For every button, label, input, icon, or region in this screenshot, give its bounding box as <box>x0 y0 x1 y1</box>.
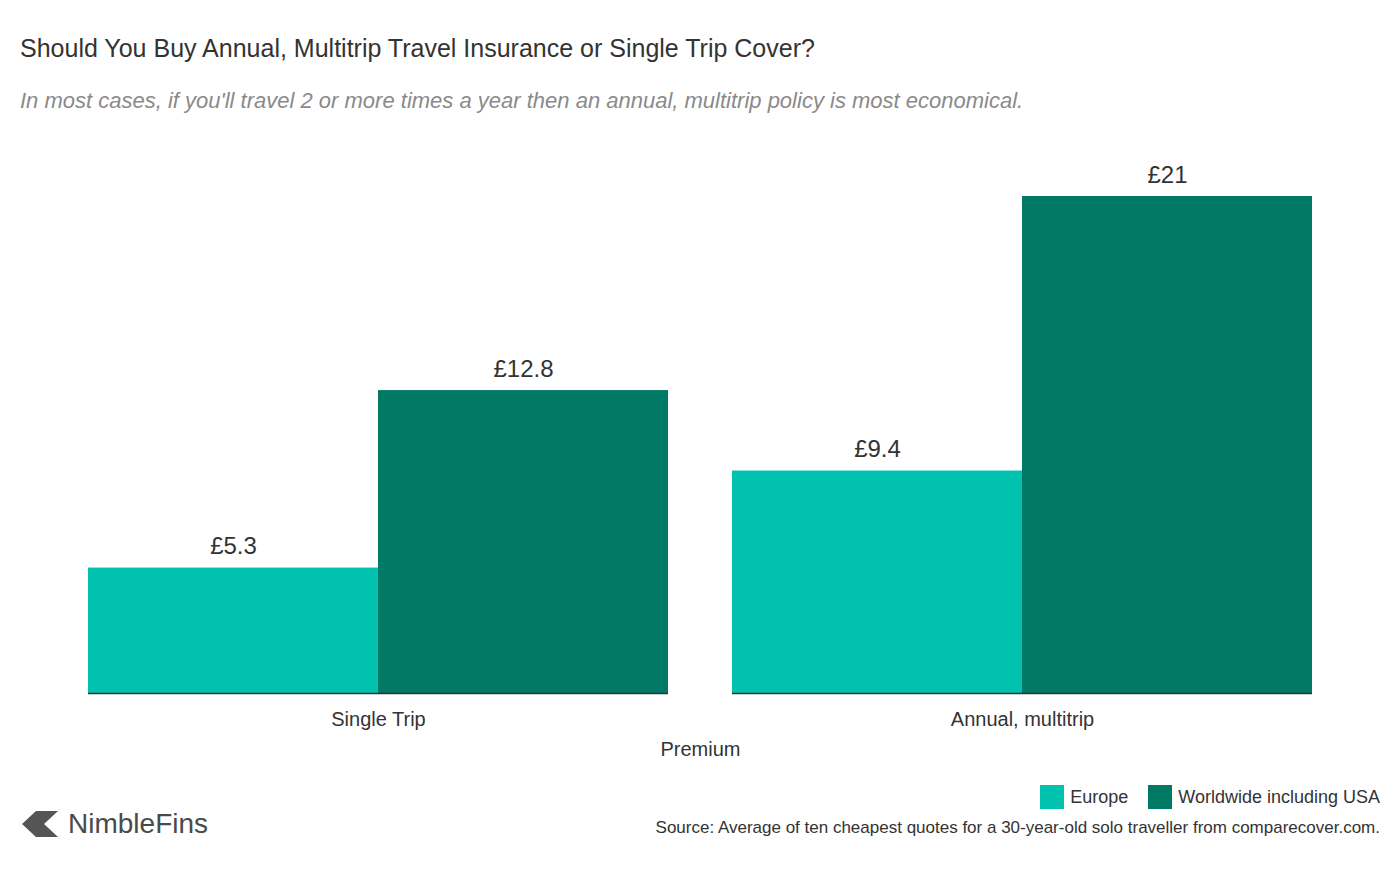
html-text:Worldwide including USA: Worldwide including USA <box>1178 786 1380 807</box>
svg-text:Annual, multitrip: Annual, multitrip <box>951 708 1094 730</box>
svg-text:Single Trip: Single Trip <box>331 708 426 730</box>
html-text:Source: Average of ten cheapes: Source: Average of ten cheapest quotes f… <box>655 818 1380 837</box>
html-text:NimbleFins: NimbleFins <box>68 808 208 839</box>
svg-text:Premium: Premium <box>660 738 740 760</box>
svg-text:£21: £21 <box>1147 161 1187 188</box>
svg-text:£5.3: £5.3 <box>210 532 257 559</box>
svg-text:£12.8: £12.8 <box>493 355 553 382</box>
html-text:In most cases, if you'll trave: In most cases, if you'll travel 2 or mor… <box>20 88 1024 113</box>
html-text:Europe: Europe <box>1070 786 1129 807</box>
svg-text:£9.4: £9.4 <box>854 435 901 462</box>
html-text:Should You Buy Annual, Multitr: Should You Buy Annual, Multitrip Travel … <box>20 34 815 62</box>
